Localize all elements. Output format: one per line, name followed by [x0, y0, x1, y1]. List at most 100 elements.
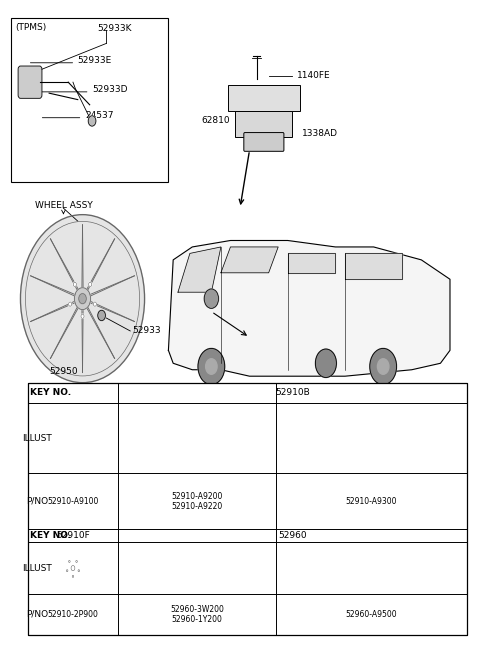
Circle shape: [377, 359, 389, 374]
Circle shape: [370, 349, 396, 385]
Circle shape: [82, 556, 84, 560]
Text: 52910B: 52910B: [275, 389, 310, 397]
Circle shape: [196, 445, 198, 447]
FancyBboxPatch shape: [244, 132, 284, 151]
Circle shape: [70, 434, 76, 442]
Circle shape: [68, 582, 71, 586]
Text: 52960-A9500: 52960-A9500: [346, 610, 397, 619]
Text: 1140FE: 1140FE: [297, 71, 331, 80]
Circle shape: [370, 566, 373, 570]
Circle shape: [76, 560, 77, 563]
Circle shape: [179, 544, 215, 593]
Circle shape: [351, 411, 391, 465]
Polygon shape: [168, 241, 450, 376]
Circle shape: [54, 543, 92, 594]
Text: 52960-3W200
52960-1Y200: 52960-3W200 52960-1Y200: [170, 605, 224, 624]
Text: ILLUST: ILLUST: [22, 563, 52, 572]
Circle shape: [75, 550, 78, 554]
Circle shape: [21, 215, 144, 383]
Circle shape: [367, 439, 368, 441]
Polygon shape: [288, 253, 336, 273]
Circle shape: [193, 431, 194, 433]
Circle shape: [81, 314, 84, 319]
Text: 52933D: 52933D: [92, 85, 128, 93]
Circle shape: [79, 293, 86, 304]
FancyBboxPatch shape: [228, 86, 300, 111]
Circle shape: [370, 437, 372, 440]
FancyBboxPatch shape: [11, 18, 168, 182]
Text: 52910-A9200
52910-A9220: 52910-A9200 52910-A9220: [171, 491, 223, 511]
Circle shape: [59, 567, 62, 570]
Text: 62810: 62810: [202, 116, 230, 125]
Circle shape: [366, 561, 376, 575]
Circle shape: [93, 302, 96, 306]
Text: 52960: 52960: [278, 532, 307, 541]
Circle shape: [198, 349, 225, 385]
Text: WHEEL ASSY: WHEEL ASSY: [35, 201, 92, 214]
Circle shape: [78, 570, 80, 572]
Circle shape: [315, 349, 336, 378]
Circle shape: [68, 439, 69, 441]
Circle shape: [75, 432, 76, 434]
Circle shape: [355, 546, 388, 591]
Text: (TPMS): (TPMS): [16, 23, 47, 32]
Circle shape: [61, 576, 64, 580]
Circle shape: [73, 282, 76, 286]
Circle shape: [69, 563, 77, 573]
Circle shape: [371, 443, 372, 445]
Text: ILLUST: ILLUST: [22, 434, 52, 443]
Circle shape: [204, 289, 218, 308]
Text: 52910F: 52910F: [56, 532, 90, 541]
Circle shape: [69, 560, 70, 563]
Circle shape: [195, 436, 199, 441]
Text: 52950: 52950: [49, 367, 78, 376]
Circle shape: [368, 433, 369, 434]
Polygon shape: [178, 247, 221, 292]
FancyBboxPatch shape: [28, 383, 467, 635]
Circle shape: [202, 439, 203, 441]
Circle shape: [71, 565, 75, 570]
Text: 52933E: 52933E: [78, 56, 112, 65]
Circle shape: [77, 439, 78, 441]
Circle shape: [98, 310, 106, 321]
Text: 52910-A9300: 52910-A9300: [346, 496, 397, 506]
Polygon shape: [345, 253, 402, 279]
Text: 52933: 52933: [132, 326, 161, 336]
Circle shape: [84, 567, 87, 570]
Circle shape: [70, 432, 71, 434]
FancyBboxPatch shape: [18, 66, 42, 98]
Circle shape: [50, 408, 96, 469]
Circle shape: [205, 359, 217, 374]
Circle shape: [68, 550, 71, 554]
Circle shape: [375, 439, 376, 441]
Circle shape: [61, 556, 64, 560]
Circle shape: [369, 435, 374, 442]
Circle shape: [69, 302, 72, 306]
Text: 52910-2P900: 52910-2P900: [48, 610, 98, 619]
Text: KEY NO.: KEY NO.: [30, 389, 71, 397]
Circle shape: [193, 433, 201, 443]
Text: P/NO: P/NO: [26, 496, 48, 506]
Circle shape: [191, 439, 192, 441]
Circle shape: [200, 431, 201, 433]
Polygon shape: [221, 247, 278, 273]
Text: 52910-A9100: 52910-A9100: [48, 496, 99, 506]
Text: 1338AD: 1338AD: [302, 129, 338, 138]
Text: 52933K: 52933K: [97, 24, 132, 33]
Text: 24537: 24537: [85, 110, 113, 119]
Text: P/NO: P/NO: [26, 610, 48, 619]
Text: KEY NO.: KEY NO.: [30, 532, 71, 541]
Circle shape: [72, 576, 74, 578]
Circle shape: [74, 288, 91, 310]
Circle shape: [88, 116, 96, 126]
FancyBboxPatch shape: [235, 111, 292, 137]
Text: KIA: KIA: [188, 563, 206, 573]
Circle shape: [72, 444, 73, 445]
Circle shape: [172, 404, 222, 472]
Circle shape: [82, 576, 84, 580]
Circle shape: [66, 570, 68, 572]
Circle shape: [373, 433, 374, 434]
Circle shape: [75, 582, 78, 586]
Circle shape: [72, 436, 74, 440]
Circle shape: [89, 282, 92, 286]
